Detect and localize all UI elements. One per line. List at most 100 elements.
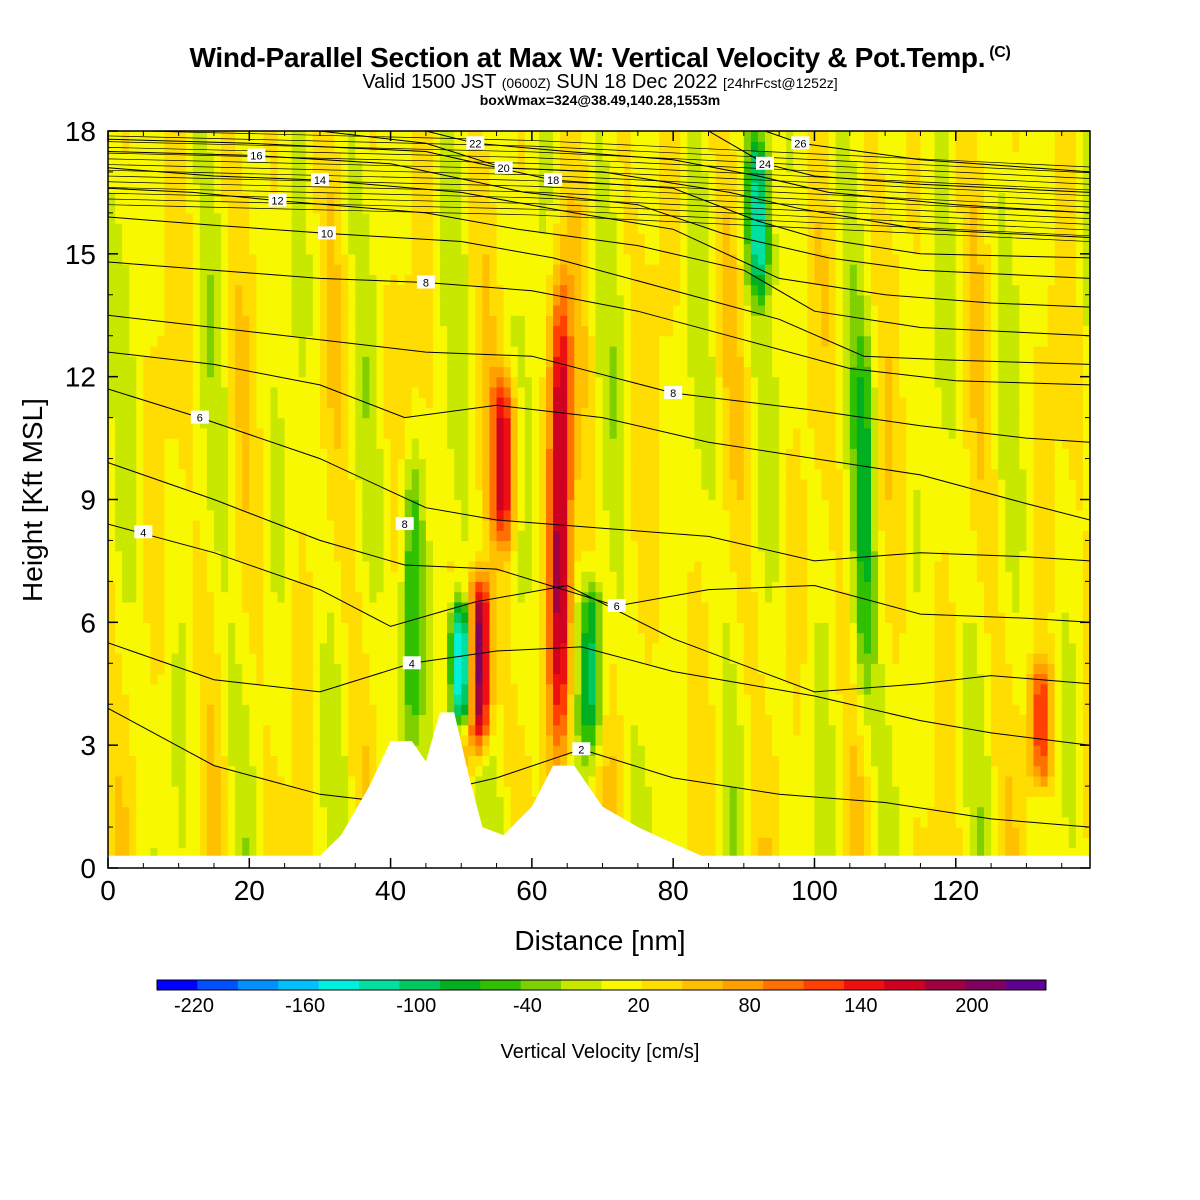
velocity-cell	[531, 223, 540, 234]
velocity-cell	[263, 550, 272, 562]
velocity-cell	[235, 397, 243, 408]
velocity-cell	[327, 417, 335, 429]
velocity-cell	[482, 407, 491, 419]
velocity-cell	[305, 325, 314, 337]
velocity-cell	[482, 264, 491, 275]
velocity-cell	[397, 530, 406, 542]
velocity-cell	[440, 233, 448, 245]
velocity-cell	[277, 397, 286, 408]
velocity-cell	[475, 284, 484, 296]
velocity-cell	[171, 693, 180, 705]
velocity-cell	[567, 131, 575, 142]
velocity-cell	[510, 724, 519, 736]
velocity-cell	[235, 407, 243, 419]
velocity-cell	[199, 550, 208, 562]
velocity-cell	[305, 509, 314, 521]
velocity-cell	[574, 397, 582, 408]
velocity-cell	[206, 366, 215, 378]
velocity-cell	[510, 734, 519, 746]
velocity-cell	[581, 345, 590, 357]
velocity-cell	[574, 182, 582, 194]
velocity-cell	[270, 519, 279, 531]
velocity-cell	[567, 294, 575, 306]
velocity-cell	[588, 653, 597, 664]
velocity-cell	[213, 693, 222, 705]
velocity-cell	[213, 489, 222, 501]
velocity-cell	[221, 253, 229, 265]
velocity-cell	[129, 560, 137, 572]
velocity-cell	[468, 724, 476, 736]
velocity-cell	[538, 458, 547, 470]
velocity-cell	[122, 530, 130, 542]
velocity-cell	[284, 519, 293, 531]
velocity-cell	[517, 376, 526, 388]
velocity-cell	[397, 653, 406, 664]
velocity-cell	[461, 458, 469, 470]
velocity-cell	[432, 294, 441, 306]
velocity-cell	[517, 386, 526, 398]
velocity-cell	[369, 386, 378, 398]
velocity-cell	[157, 765, 166, 777]
velocity-cell	[298, 233, 307, 245]
velocity-cell	[369, 693, 378, 705]
velocity-cell	[397, 376, 406, 388]
velocity-cell	[235, 305, 243, 316]
velocity-cell	[263, 161, 272, 173]
velocity-cell	[256, 499, 265, 511]
velocity-cell	[411, 141, 420, 153]
velocity-cell	[538, 530, 547, 542]
velocity-cell	[567, 366, 575, 378]
velocity-cell	[150, 571, 159, 582]
velocity-cell	[284, 305, 293, 316]
velocity-cell	[454, 499, 462, 511]
velocity-cell	[475, 622, 484, 634]
velocity-cell	[312, 253, 321, 265]
velocity-cell	[298, 806, 307, 818]
velocity-cell	[192, 581, 201, 593]
velocity-cell	[171, 509, 180, 521]
velocity-cell	[319, 806, 328, 818]
velocity-cell	[122, 775, 130, 787]
velocity-cell	[206, 458, 215, 470]
velocity-cell	[178, 479, 187, 490]
velocity-cell	[397, 734, 406, 746]
velocity-cell	[129, 591, 137, 603]
velocity-cell	[256, 530, 265, 542]
velocity-cell	[199, 458, 208, 470]
velocity-cell	[355, 509, 363, 521]
velocity-cell	[546, 141, 554, 153]
velocity-cell	[249, 632, 257, 644]
velocity-cell	[221, 704, 229, 716]
velocity-cell	[108, 386, 116, 398]
velocity-cell	[595, 724, 604, 736]
velocity-cell	[425, 305, 434, 316]
velocity-cell	[129, 253, 137, 265]
velocity-cell	[376, 530, 385, 542]
velocity-cell	[553, 622, 561, 634]
velocity-cell	[284, 724, 293, 736]
velocity-cell	[319, 499, 328, 511]
velocity-cell	[510, 786, 519, 797]
velocity-cell	[503, 632, 512, 644]
velocity-cell	[228, 591, 236, 603]
velocity-cell	[560, 315, 568, 327]
velocity-cell	[496, 264, 505, 275]
velocity-cell	[503, 131, 512, 142]
velocity-cell	[432, 458, 441, 470]
velocity-cell	[213, 786, 222, 797]
velocity-cell	[235, 530, 243, 542]
velocity-cell	[404, 683, 413, 695]
velocity-cell	[192, 397, 201, 408]
velocity-cell	[553, 305, 561, 316]
velocity-cell	[531, 458, 540, 470]
velocity-cell	[376, 427, 385, 439]
velocity-cell	[341, 806, 349, 818]
velocity-cell	[185, 806, 194, 818]
velocity-cell	[581, 673, 590, 685]
velocity-cell	[517, 775, 526, 787]
velocity-cell	[277, 325, 286, 337]
velocity-cell	[489, 745, 498, 757]
velocity-cell	[376, 755, 385, 767]
velocity-cell	[581, 540, 590, 552]
velocity-cell	[185, 264, 194, 275]
